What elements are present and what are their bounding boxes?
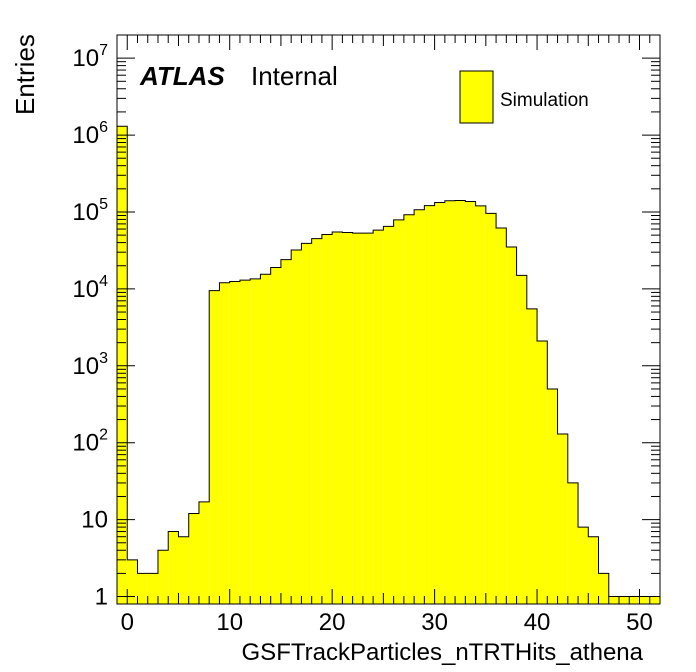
histogram-bar (301, 243, 312, 605)
histogram-bar (229, 281, 240, 604)
histogram-bar (321, 234, 333, 604)
histogram-bar (639, 596, 650, 604)
histogram-bar (649, 596, 660, 604)
histogram-bar (157, 550, 169, 604)
histogram-bar (526, 308, 538, 604)
histogram-bar (567, 482, 579, 604)
histogram-bar (455, 200, 466, 605)
histogram-bar (393, 219, 404, 605)
histogram-bar (537, 341, 548, 604)
histogram-bar (373, 230, 384, 604)
x-tick-label: 0 (121, 609, 134, 636)
y-axis-ticks (117, 34, 660, 598)
histogram-bar (547, 388, 558, 604)
histogram-bar (178, 536, 189, 604)
legend-entry-simulation: Simulation (500, 90, 589, 111)
histogram-bar (147, 573, 158, 604)
histogram-bar (188, 513, 199, 604)
histogram-bar (496, 227, 507, 604)
histogram-bar (516, 275, 527, 604)
y-tick-label: 102 (72, 427, 108, 457)
x-axis-label: GSFTrackParticles_nTRTHits_athena (242, 639, 644, 666)
y-tick-label: 1 (95, 584, 108, 611)
histogram-bar (219, 282, 230, 604)
histogram-bar (434, 202, 445, 604)
y-tick-label: 103 (72, 350, 108, 380)
histogram-bar (239, 280, 251, 604)
histogram-bar (444, 200, 456, 604)
y-tick-label: 105 (72, 196, 108, 226)
x-tick-label: 50 (626, 609, 653, 636)
x-axis-tick-labels: 0 10 20 30 40 50 (121, 609, 653, 636)
y-axis-tick-labels: 1 10 102 103 104 105 106 107 (72, 42, 108, 610)
histogram-bar (362, 233, 374, 604)
histogram-bar (608, 596, 620, 604)
histogram-bar (332, 231, 343, 604)
histogram-bar (383, 226, 394, 604)
x-axis-ticks (126, 35, 651, 604)
x-tick-label: 40 (524, 609, 551, 636)
histogram-bar (291, 250, 302, 605)
histogram-bar (578, 527, 589, 604)
histogram-bar (168, 531, 179, 604)
legend: Simulation (459, 70, 589, 124)
histogram-bar (127, 559, 138, 604)
legend-swatch (459, 70, 494, 124)
atlas-status-text: Internal (251, 61, 338, 91)
histogram-outline (116, 125, 661, 604)
atlas-label: ATLAS Internal (139, 61, 338, 91)
histogram-bar (424, 205, 435, 604)
histogram-bar (485, 213, 497, 605)
atlas-experiment-text: ATLAS (139, 61, 225, 91)
histogram-bar (117, 126, 128, 604)
histogram-bar (465, 201, 476, 605)
x-tick-label: 20 (319, 609, 346, 636)
histogram-bar (557, 433, 568, 604)
histogram-bar (588, 536, 599, 604)
histogram-bar (475, 205, 486, 605)
histogram-bar (598, 573, 609, 604)
histogram-bar (260, 274, 271, 604)
histogram-bar (342, 232, 353, 604)
histogram-bar (629, 596, 640, 604)
histogram-bar (280, 259, 292, 604)
y-axis-label: Entries (10, 34, 40, 115)
histogram-bar (414, 209, 425, 604)
histogram-bar (311, 238, 322, 604)
histogram-bar (270, 267, 281, 604)
histogram-bar (506, 247, 517, 604)
histogram-bar (352, 233, 363, 604)
y-tick-label: 106 (72, 119, 108, 149)
histogram-bar (198, 501, 210, 604)
histogram-bar (209, 290, 220, 604)
histogram-bar (137, 573, 148, 604)
histogram-bar (250, 278, 261, 604)
x-tick-label: 10 (216, 609, 243, 636)
y-tick-label: 10 (81, 507, 108, 534)
histogram-bars (116, 125, 661, 605)
y-tick-label: 104 (72, 273, 108, 303)
x-tick-label: 30 (421, 609, 448, 636)
histogram-bar (619, 596, 630, 604)
histogram-bar (403, 214, 415, 604)
y-tick-label: 107 (72, 42, 108, 72)
